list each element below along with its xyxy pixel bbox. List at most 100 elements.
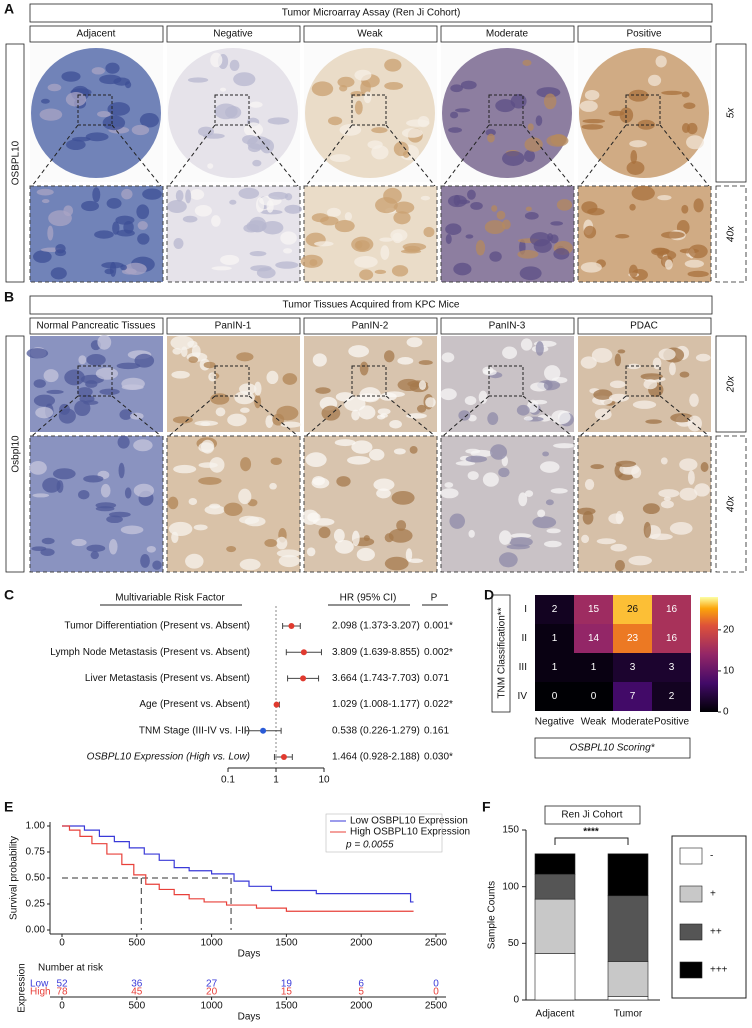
x-tick-label: 10 (318, 775, 330, 786)
legend-frame (671, 835, 747, 999)
zoom-box (625, 94, 661, 126)
tissue-texture (65, 92, 87, 107)
hr-point (260, 727, 267, 734)
tissue-texture (418, 360, 433, 366)
label-box (440, 317, 575, 335)
tissue-texture (418, 380, 427, 390)
tissue-texture (137, 233, 150, 245)
tissue-texture (334, 439, 356, 447)
tissue-texture (373, 478, 395, 491)
tissue-texture (41, 199, 50, 204)
heat-cell (535, 653, 574, 682)
tissue-texture (185, 553, 204, 569)
tissue-texture (610, 543, 627, 552)
legend-swatch (679, 923, 703, 941)
zoom-line (442, 395, 490, 437)
tissue-texture (39, 108, 63, 121)
tissue-texture (465, 448, 481, 454)
tissue-texture (393, 448, 406, 455)
p-label: 0.071 (424, 673, 449, 684)
tissue-texture (55, 243, 66, 254)
tissue-texture (185, 189, 192, 204)
tissue-texture (99, 388, 120, 395)
tissue-texture (252, 159, 262, 167)
tissue-texture (86, 544, 106, 552)
tissue-texture (36, 188, 54, 196)
survival-curve (62, 825, 414, 903)
tissue-texture (594, 408, 612, 421)
x-category: Moderate (611, 717, 654, 728)
tissue-texture (188, 498, 198, 506)
tissue-texture (243, 223, 260, 233)
tissue-texture (104, 268, 114, 275)
zoom-line (579, 124, 627, 187)
y-tick-label: 0.50 (26, 873, 46, 884)
tissue-texture (227, 413, 247, 427)
hr-label: 1.029 (1.008-1.177) (332, 699, 420, 710)
tissue-texture (553, 443, 576, 449)
tissue-texture (468, 529, 475, 538)
column-header: Weak (357, 29, 383, 40)
tissue-texture (167, 496, 179, 510)
tissue-image (577, 435, 712, 573)
tissue-texture (484, 220, 506, 234)
p-label: 0.161 (424, 725, 449, 736)
hr-label: 0.538 (0.226-1.279) (332, 725, 420, 736)
tissue-texture (684, 259, 704, 268)
tissue-texture (256, 267, 276, 279)
legend-label: Low OSBPL10 Expression (350, 816, 468, 827)
tissue-texture (312, 353, 327, 367)
tissue-texture (551, 410, 571, 425)
x-tick-label: 2500 (425, 938, 448, 949)
tissue-texture (686, 122, 698, 135)
x-tick-label: 0 (59, 938, 65, 949)
zoom-line (31, 124, 79, 187)
tissue-texture (498, 552, 518, 568)
tissue-texture (423, 226, 435, 238)
label-box (715, 435, 747, 573)
tissue-texture (200, 421, 211, 427)
tissue-texture (240, 407, 250, 413)
hr-label: 1.464 (0.928-2.188) (332, 752, 420, 763)
x-axis-label: Days (238, 1012, 261, 1023)
tissue-texture (628, 555, 652, 566)
tissue-texture (348, 345, 370, 358)
tissue-texture (301, 509, 319, 525)
tissue-texture (596, 538, 616, 545)
tissue-texture (660, 457, 668, 465)
zoom-line (659, 124, 710, 187)
y-category: III (519, 662, 527, 673)
column-header: Adjacent (77, 29, 116, 40)
tissue-texture (502, 150, 525, 166)
tissue-texture (374, 269, 387, 275)
tissue-image (440, 336, 574, 432)
tissue-texture (33, 394, 56, 407)
tissue-texture (643, 521, 652, 538)
tissue-texture (137, 221, 148, 230)
y-tick-label: 100 (502, 881, 519, 892)
tissue-texture (367, 140, 383, 149)
tissue-texture (609, 380, 626, 389)
tissue-texture (249, 101, 263, 108)
tissue-texture (261, 220, 284, 235)
tissue-texture (351, 440, 373, 454)
tissue-texture (170, 335, 195, 350)
tissue-texture (240, 457, 252, 472)
hr-label: 3.664 (1.743-7.703) (332, 673, 420, 684)
tissue-texture (478, 390, 488, 404)
tissue-texture (140, 553, 150, 568)
risk-count: 20 (206, 987, 218, 998)
tissue-texture (106, 198, 122, 209)
x-tick-label: 1 (273, 775, 279, 786)
tissue-texture (220, 254, 240, 265)
tissue-texture (254, 394, 262, 409)
tissue-texture (524, 211, 539, 220)
tissue-image (167, 44, 300, 182)
y-tick-label: 0.25 (26, 899, 46, 910)
tissue-texture (397, 356, 414, 365)
tissue-texture (391, 490, 415, 505)
zoom-line (305, 124, 353, 187)
tissue-texture (268, 191, 289, 200)
tissue-texture (657, 195, 672, 201)
heat-cell (574, 624, 613, 653)
